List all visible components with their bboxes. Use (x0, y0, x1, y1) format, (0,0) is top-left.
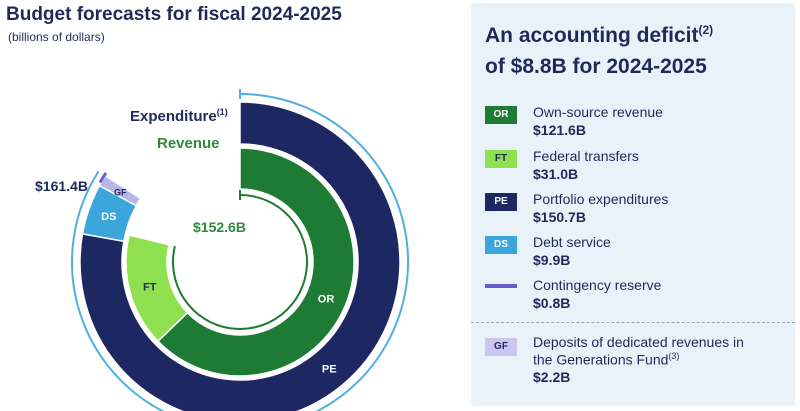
legend-label-ft: Federal transfers (533, 148, 639, 164)
panel-title-line2: of $8.8B for 2024-2025 (485, 55, 707, 78)
panel-title-note: (2) (698, 23, 714, 37)
legend-label-contingency: Contingency reserve (533, 277, 662, 293)
expenditure-total-label: $161.4B (35, 178, 88, 194)
legend-badge-pe: PE (485, 193, 517, 211)
revenue-series-label: Revenue (157, 135, 220, 152)
revenue-total-label: $152.6B (193, 219, 246, 235)
contingency-reserve-line (98, 172, 108, 184)
legend-value-ft: $31.0B (533, 166, 579, 182)
legend-value-ds: $9.9B (533, 252, 571, 268)
revenue-segment-ft (125, 234, 189, 343)
legend-divider (471, 322, 795, 323)
revenue-segment-or (156, 147, 355, 377)
legend-value-gf: $2.2B (533, 369, 571, 385)
legend-value-contingency: $0.8B (533, 295, 571, 311)
expenditure-segment-pe (79, 101, 401, 411)
legend-label-pe: Portfolio expenditures (533, 191, 669, 207)
legend-panel: An accounting deficit(2) of $8.8B for 20… (471, 3, 795, 406)
legend-badge-or: OR (485, 106, 517, 124)
expenditure-segment-label-gf: GF (114, 187, 127, 197)
contingency-line-swatch (485, 284, 517, 288)
panel-title-line1: An accounting deficit (485, 24, 699, 47)
legend-label-gf-line2: the Generations Fund(3) (533, 351, 679, 368)
expenditure-note: (1) (217, 107, 228, 117)
legend-badge-gf: GF (485, 338, 517, 356)
legend-label-gf-line1: Deposits of dedicated revenues in (533, 334, 744, 350)
legend-value-pe: $150.7B (533, 209, 586, 225)
expenditure-total-bracket (71, 93, 409, 411)
expenditure-series-label: Expenditure(1) (130, 107, 228, 125)
expenditure-segment-label-ds: DS (101, 211, 116, 223)
budget-donut-chart: PE DS GF OR FT Expenditure(1) Revenue $161.4B $1… (35, 89, 409, 411)
revenue-segment-label-or: OR (318, 294, 335, 306)
legend-label-gf-line2-text: the Generations Fund (533, 351, 669, 368)
panel-title: An accounting deficit(2) of $8.8B for 20… (485, 15, 785, 82)
legend-value-or: $121.6B (533, 122, 586, 138)
expenditure-segment-label-pe: PE (322, 364, 337, 376)
revenue-segment-label-ft: FT (143, 281, 157, 293)
revenue-total-bracket (172, 194, 308, 330)
legend-badge-ds: DS (485, 236, 517, 254)
page-title: Budget forecasts for fiscal 2024-2025 (6, 4, 342, 25)
legend-badge-ft: FT (485, 150, 517, 168)
legend-label-ds: Debt service (533, 234, 611, 250)
legend-label-gf-note: (3) (668, 351, 680, 361)
legend-label-or: Own-source revenue (533, 104, 663, 120)
page-subtitle: (billions of dollars) (8, 30, 105, 44)
